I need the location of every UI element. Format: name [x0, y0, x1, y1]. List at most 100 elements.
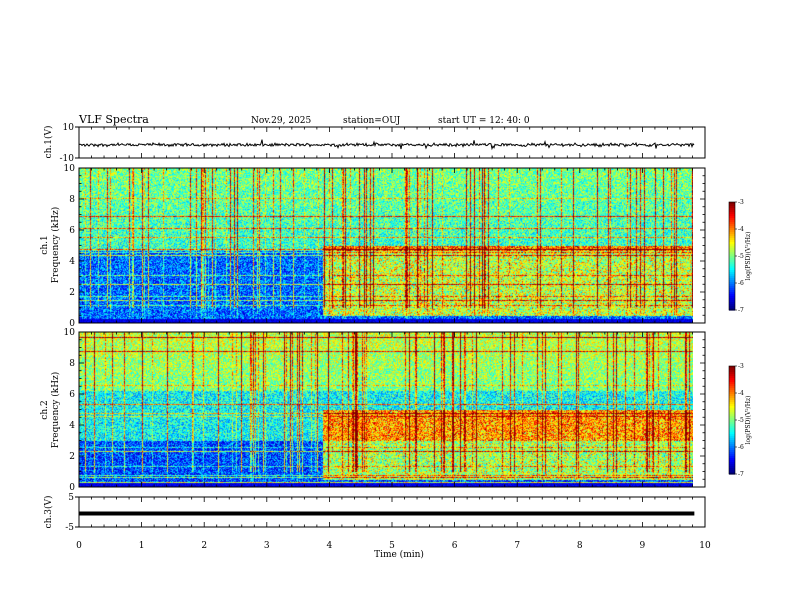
colorbar-swatch	[729, 454, 735, 457]
y-tick-label: 2	[69, 288, 75, 298]
colorbar-swatch	[729, 396, 735, 399]
colorbar-swatch	[729, 206, 735, 209]
colorbar-swatch	[729, 208, 735, 211]
colorbar-swatch	[729, 448, 735, 451]
x-tick-label: 9	[640, 541, 646, 551]
colorbar-swatch	[729, 202, 735, 205]
colorbar-swatch	[729, 256, 735, 259]
ch2-spectrogram-panel: 0 2 4 6 8 10 ch.2 Frequency (kHz) -3 -4 -5 -6 -7 l…	[40, 328, 752, 493]
colorbar-swatch	[729, 248, 735, 251]
colorbar-swatch	[729, 372, 735, 375]
colorbar-swatch	[729, 468, 735, 471]
colorbar-swatch	[729, 254, 735, 257]
colorbar-tick-label: -5	[738, 253, 744, 260]
y-tick-label: 0	[69, 319, 75, 329]
colorbar-swatch	[729, 384, 735, 387]
colorbar-tick-label: -7	[738, 471, 744, 478]
y-tick-label: 4	[69, 421, 75, 431]
colorbar-swatch	[729, 224, 735, 227]
colorbar-swatch	[729, 388, 735, 391]
y-tick-label: 10	[64, 328, 76, 338]
colorbar-swatch	[729, 236, 735, 239]
colorbar-swatch	[729, 230, 735, 233]
ch3-wave-ylabel: ch.3(V)	[43, 496, 54, 529]
colorbar-swatch	[729, 296, 735, 299]
colorbar-swatch	[729, 260, 735, 263]
ch1-spec-ylabel: Frequency (kHz)	[50, 207, 61, 284]
colorbar-swatch	[729, 380, 735, 383]
y-tick-label: 10	[64, 164, 76, 174]
colorbar-swatch	[729, 452, 735, 455]
colorbar-swatch	[729, 276, 735, 279]
colorbar-swatch	[729, 300, 735, 303]
colorbar-swatch	[729, 282, 735, 285]
colorbar-swatch	[729, 466, 735, 469]
colorbar-swatch	[729, 242, 735, 245]
start-ut-label: start UT = 12: 40: 0	[438, 116, 530, 126]
x-tick-label: 4	[327, 541, 333, 551]
colorbar-swatch	[729, 308, 735, 311]
y-tick-label: 6	[69, 226, 75, 236]
date-label: Nov.29, 2025	[251, 116, 312, 126]
colorbar-swatch	[729, 400, 735, 403]
colorbar-swatch	[729, 238, 735, 241]
colorbar-label: log(PSD)(V²/Hz)	[745, 396, 752, 445]
colorbar-swatch	[729, 402, 735, 405]
colorbar-swatch	[729, 438, 735, 441]
colorbar-swatch	[729, 216, 735, 219]
colorbar-swatch	[729, 472, 735, 475]
colorbar-swatch	[729, 298, 735, 301]
ch3-waveform-panel: 5 -5 ch.3(V)	[43, 493, 706, 533]
y-tick-label: 2	[69, 452, 75, 462]
colorbar-tick-label: -3	[738, 199, 744, 206]
colorbar-swatch	[729, 428, 735, 431]
colorbar-swatch	[729, 410, 735, 413]
colorbar-swatch	[729, 464, 735, 467]
colorbar-swatch	[729, 220, 735, 223]
colorbar-swatch	[729, 408, 735, 411]
colorbar-swatch	[729, 420, 735, 423]
colorbar-swatch	[729, 366, 735, 369]
colorbar-swatch	[729, 264, 735, 267]
colorbar-swatch	[729, 430, 735, 433]
colorbar-swatch	[729, 444, 735, 447]
colorbar-swatch	[729, 442, 735, 445]
ch1-waveform-trace	[78, 139, 695, 151]
chart-title: VLF Spectra	[78, 113, 149, 126]
colorbar-swatch	[729, 416, 735, 419]
x-tick-label: 1	[139, 541, 145, 551]
colorbar-swatch	[729, 232, 735, 235]
colorbar-swatch	[729, 374, 735, 377]
ch2-spectrogram-image	[79, 332, 693, 487]
colorbar-swatch	[729, 386, 735, 389]
colorbar-swatch	[729, 286, 735, 289]
colorbar-swatch	[729, 304, 735, 307]
colorbar-tick-label: -4	[738, 226, 744, 233]
colorbar-swatch	[729, 204, 735, 207]
colorbar-swatch	[729, 406, 735, 409]
colorbar-swatch	[729, 292, 735, 295]
colorbar-swatch	[729, 244, 735, 247]
colorbar-swatch	[729, 378, 735, 381]
colorbar-swatch	[729, 370, 735, 373]
colorbar-tick-label: -6	[738, 280, 744, 287]
colorbar-swatch	[729, 458, 735, 461]
colorbar-swatch	[729, 450, 735, 453]
colorbar-swatch	[729, 422, 735, 425]
colorbar-tick-label: -5	[738, 417, 744, 424]
colorbar-label: log(PSD)(V²/Hz)	[745, 232, 752, 281]
colorbar-swatch	[729, 218, 735, 221]
colorbar-swatch	[729, 302, 735, 305]
colorbar-swatch	[729, 460, 735, 463]
colorbar-swatch	[729, 456, 735, 459]
colorbar-swatch	[729, 398, 735, 401]
time-axis-ticks	[78, 127, 706, 527]
ch1-spectrogram-image	[79, 168, 693, 323]
colorbar-swatch	[729, 250, 735, 253]
colorbar-swatch	[729, 306, 735, 309]
ch1-spec-channel-label: ch.1	[40, 235, 50, 254]
colorbar-swatch	[729, 270, 735, 273]
colorbar-swatch	[729, 222, 735, 225]
colorbar-swatch	[729, 436, 735, 439]
